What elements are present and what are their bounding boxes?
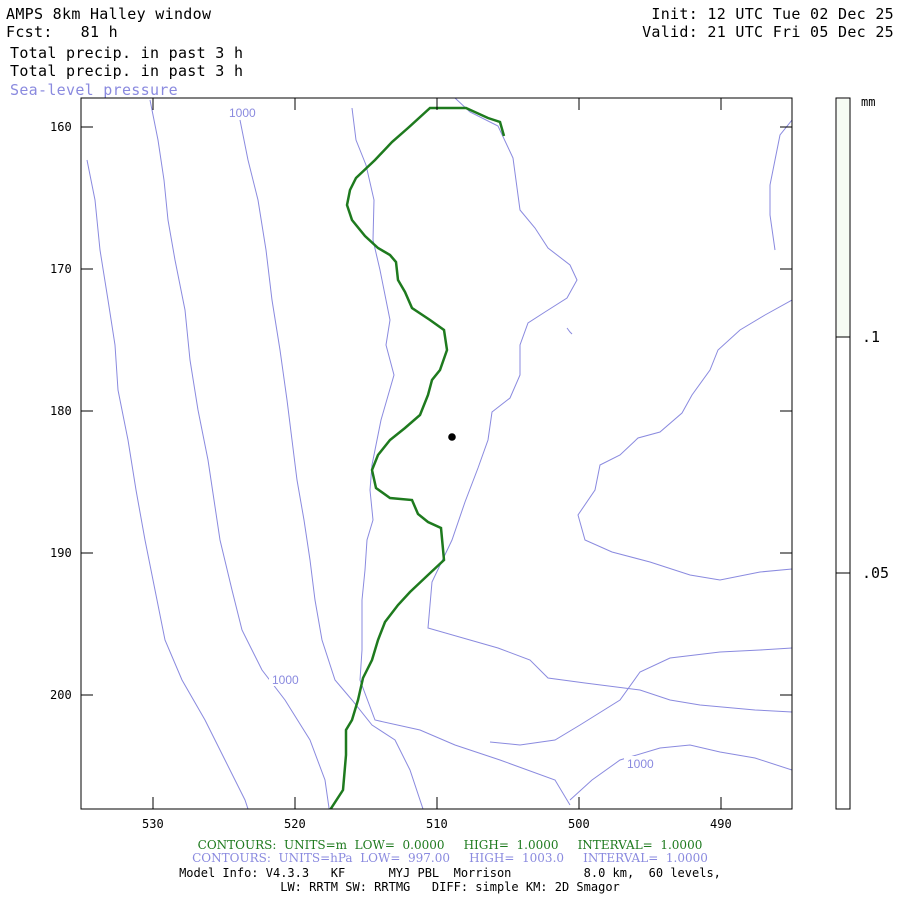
forecast-hour: Fcst: 81 h bbox=[6, 23, 118, 41]
model-info: Model Info: V4.3.3 KF MYJ PBL Morrison 8… bbox=[179, 866, 721, 880]
x-tick-label: 510 bbox=[426, 817, 448, 831]
colorbar-unit: mm bbox=[861, 95, 875, 109]
isobar bbox=[569, 744, 792, 801]
contour-info-pressure: CONTOURS: UNITS=hPa LOW= 997.00 HIGH= 10… bbox=[192, 851, 708, 865]
x-tick-label: 530 bbox=[142, 817, 164, 831]
station-marker bbox=[448, 433, 456, 441]
isobar bbox=[489, 647, 792, 746]
valid-time: Valid: 21 UTC Fri 05 Dec 25 bbox=[642, 23, 894, 41]
terrain-contour bbox=[329, 106, 506, 809]
y-axis-ticks bbox=[81, 126, 792, 696]
field-title-precip-2: Total precip. in past 3 h bbox=[10, 62, 244, 80]
contour-label-1000: 1000 bbox=[229, 106, 256, 120]
isobar bbox=[149, 99, 330, 809]
map-title: AMPS 8km Halley window bbox=[6, 5, 212, 23]
colorbar bbox=[835, 97, 851, 810]
y-tick-label: 160 bbox=[50, 120, 72, 134]
y-tick-label: 200 bbox=[50, 688, 72, 702]
x-axis-ticks bbox=[152, 98, 722, 809]
y-tick-label: 190 bbox=[50, 546, 72, 560]
isobar bbox=[239, 119, 424, 809]
contour-label-1000: 1000 bbox=[627, 757, 654, 771]
y-tick-label: 170 bbox=[50, 262, 72, 276]
contour-info-terrain: CONTOURS: UNITS=m LOW= 0.0000 HIGH= 1.00… bbox=[197, 838, 703, 852]
colorbar-label: .05 bbox=[862, 564, 889, 582]
field-title-precip-1: Total precip. in past 3 h bbox=[10, 44, 244, 62]
x-tick-label: 500 bbox=[568, 817, 590, 831]
pressure-contours bbox=[86, 98, 792, 809]
x-tick-label: 490 bbox=[710, 817, 732, 831]
isobar bbox=[566, 327, 573, 335]
init-time: Init: 12 UTC Tue 02 Dec 25 bbox=[651, 5, 894, 23]
isobar bbox=[769, 119, 792, 251]
field-title-slp: Sea-level pressure bbox=[10, 81, 178, 99]
y-tick-label: 180 bbox=[50, 404, 72, 418]
contour-label-1000: 1000 bbox=[272, 673, 299, 687]
isobar bbox=[86, 159, 249, 809]
isobar bbox=[351, 107, 571, 806]
contour-layer bbox=[86, 98, 792, 809]
isobar bbox=[427, 98, 792, 713]
model-physics-info: LW: RRTM SW: RRTMG DIFF: simple KM: 2D S… bbox=[280, 880, 620, 894]
x-tick-label: 520 bbox=[284, 817, 306, 831]
colorbar-label: .1 bbox=[862, 328, 880, 346]
isobar bbox=[577, 299, 792, 581]
